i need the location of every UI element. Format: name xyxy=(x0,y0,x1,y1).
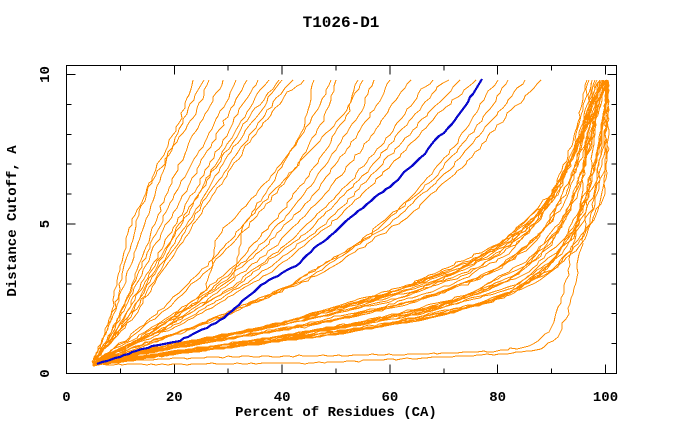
curve xyxy=(94,79,607,365)
x-tick-label-40: 40 xyxy=(274,390,291,406)
curve xyxy=(93,79,280,361)
curve xyxy=(97,80,609,363)
curve xyxy=(91,79,224,364)
curve xyxy=(92,83,592,363)
x-tick-label-20: 20 xyxy=(166,390,183,406)
y-tick-label-0: 0 xyxy=(38,369,54,377)
curve xyxy=(99,79,526,359)
curve xyxy=(95,79,364,361)
curve xyxy=(97,79,450,360)
curve xyxy=(93,79,332,363)
y-axis-tick-labels: 0 5 10 xyxy=(38,66,54,378)
curve xyxy=(93,79,337,363)
x-tick-label-100: 100 xyxy=(593,390,618,406)
curve xyxy=(96,79,609,363)
y-tick-label-10: 10 xyxy=(38,66,54,83)
curve xyxy=(91,79,359,364)
curve xyxy=(94,79,305,359)
curve xyxy=(97,79,542,362)
curve xyxy=(93,79,609,367)
x-axis-label: Percent of Residues (CA) xyxy=(235,405,437,421)
y-tick-label-5: 5 xyxy=(38,220,54,228)
x-tick-label-60: 60 xyxy=(381,390,398,406)
curve xyxy=(93,82,599,366)
curve xyxy=(95,79,294,359)
axis-ticks xyxy=(66,65,617,374)
y-axis-label: Distance Cutoff, A xyxy=(5,145,21,297)
curve xyxy=(92,79,237,363)
curve xyxy=(96,79,283,361)
highlighted-model-curve xyxy=(96,78,483,366)
curve xyxy=(98,79,509,362)
curve xyxy=(91,79,205,363)
curve xyxy=(96,78,483,366)
curve xyxy=(96,79,375,362)
model-curves xyxy=(91,79,610,367)
x-tick-label-0: 0 xyxy=(62,390,70,406)
curve xyxy=(99,79,434,361)
curve xyxy=(93,79,588,364)
curve xyxy=(96,79,412,362)
x-tick-label-80: 80 xyxy=(489,390,506,406)
curve xyxy=(97,79,605,362)
curve xyxy=(93,79,315,363)
curve xyxy=(94,79,270,361)
curve xyxy=(99,79,461,359)
chart-title: T1026-D1 xyxy=(303,14,380,32)
curve xyxy=(97,79,477,361)
curve xyxy=(93,79,248,363)
curve xyxy=(92,79,194,364)
plot-border xyxy=(66,65,617,374)
curve xyxy=(99,79,609,359)
x-axis-tick-labels: 0 20 40 60 80 100 xyxy=(62,390,618,406)
curve xyxy=(93,79,259,362)
